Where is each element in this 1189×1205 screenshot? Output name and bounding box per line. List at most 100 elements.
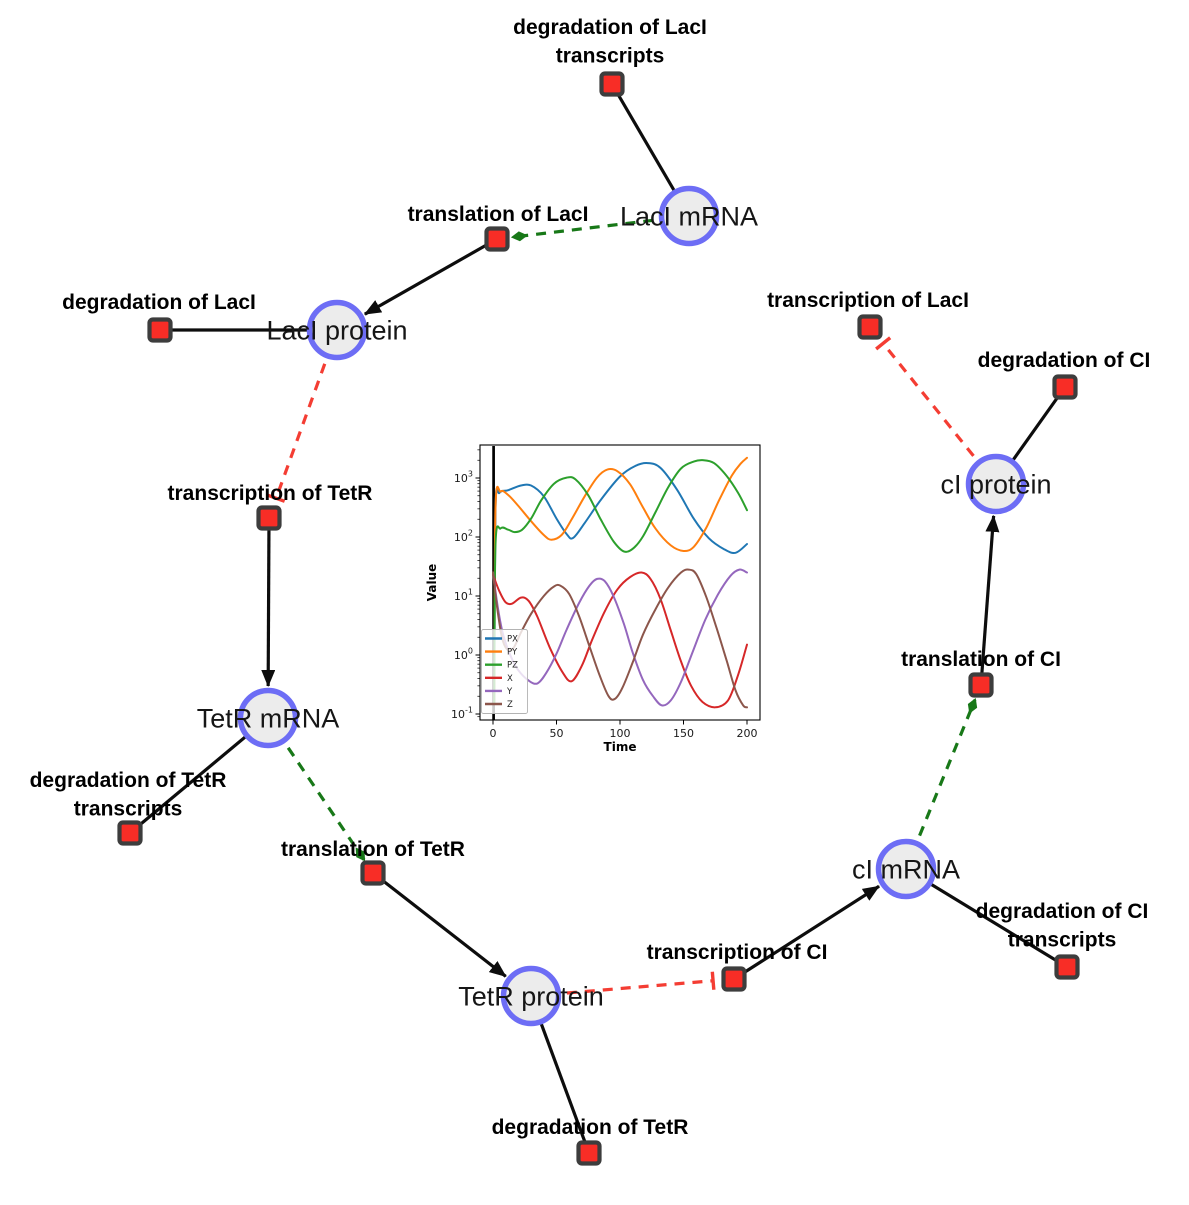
reaction-label-degradation-laci: degradation of LacI (62, 291, 256, 314)
y-tick-base: 10 (454, 590, 468, 603)
reaction-label-line: transcripts (74, 798, 183, 821)
y-tick-label: 101 (454, 588, 473, 604)
edge-laci-mrna-translation-laci-catalysis (510, 214, 690, 242)
reaction-node-transcription-ci[interactable] (721, 966, 747, 992)
legend-label-Z: Z (507, 700, 513, 710)
reaction-node-translation-tetr[interactable] (360, 860, 386, 886)
species-node-tetr-mrna[interactable] (237, 687, 299, 749)
edge-transcription-tetr-tetr-mrna-production (261, 517, 276, 688)
legend-label-Y: Y (506, 687, 513, 697)
reaction-node-translation-ci[interactable] (968, 672, 994, 698)
reaction-node-transcription-tetr[interactable] (256, 505, 282, 531)
edge-ci-protein-transcription-laci-inhibition (875, 336, 998, 486)
edge-transcription-ci-ci-mrna-production (733, 884, 880, 981)
reaction-label-transcription-tetr: transcription of TetR (168, 482, 373, 505)
edge-laci-protein-transcription-tetr-inhibition (267, 329, 339, 503)
reaction-label-line: translation of LacI (408, 203, 589, 226)
reaction-label-line: degradation of CI (976, 900, 1149, 923)
edge-translation-ci-ci-protein-production (979, 514, 1000, 686)
y-tick-base: 10 (454, 649, 468, 662)
reaction-label-line: transcripts (1008, 929, 1117, 952)
legend-box (481, 629, 528, 714)
species-label-laci-mrna: LacI mRNA (620, 202, 758, 232)
reaction-node-translation-laci[interactable] (484, 226, 510, 252)
y-tick-label: 100 (454, 647, 473, 663)
series-curve-PY (493, 456, 748, 705)
reaction-label-line: translation of TetR (281, 838, 465, 861)
y-tick-base: 10 (451, 708, 465, 721)
y-tick-exponent: 1 (468, 588, 473, 597)
legend-label-PZ: PZ (507, 661, 518, 671)
y-tick-exponent: 0 (468, 647, 473, 656)
legend-label-PY: PY (507, 648, 518, 658)
species-label-ci-protein: cI protein (940, 470, 1051, 500)
reaction-node-degradation-ci[interactable] (1052, 374, 1078, 400)
series-curve-PZ (493, 459, 748, 705)
reaction-node-degradation-tetr[interactable] (576, 1140, 602, 1166)
legend-label-X: X (507, 674, 513, 684)
x-axis-label: Time (604, 740, 637, 754)
species-node-tetr-protein[interactable] (500, 965, 562, 1027)
reaction-label-line: transcription of CI (647, 941, 828, 964)
nodes-layer (117, 71, 1080, 1166)
reaction-label-line: transcription of TetR (168, 482, 373, 505)
reaction-label-line: transcripts (556, 45, 665, 68)
species-label-tetr-protein: TetR protein (458, 982, 604, 1012)
reaction-label-line: degradation of LacI (513, 16, 707, 39)
y-tick-exponent: -1 (465, 706, 473, 715)
x-tick-label: 50 (550, 727, 564, 740)
reaction-label-translation-tetr: translation of TetR (281, 838, 465, 861)
reaction-label-translation-ci: translation of CI (901, 648, 1061, 671)
y-tick-exponent: 3 (468, 470, 473, 479)
reaction-label-degradation-tetr: degradation of TetR (492, 1116, 689, 1139)
x-tick-label: 200 (737, 727, 758, 740)
series-curve-X (492, 571, 748, 709)
reaction-node-degradation-laci-transcripts[interactable] (599, 71, 625, 97)
edge-translation-tetr-tetr-protein-production (372, 871, 507, 978)
reaction-label-degradation-ci: degradation of CI (978, 349, 1151, 372)
reaction-label-line: degradation of CI (978, 349, 1151, 372)
y-tick-label: 10-1 (451, 706, 473, 722)
edge-ci-mrna-translation-ci-catalysis (904, 697, 978, 870)
y-tick-base: 10 (454, 531, 468, 544)
species-node-ci-protein[interactable] (965, 453, 1027, 515)
x-tick-label: 0 (490, 727, 497, 740)
species-label-tetr-mrna: TetR mRNA (197, 704, 340, 734)
y-tick-base: 10 (454, 472, 468, 485)
reaction-label-degradation-tetr-transcripts: degradation of TetR transcripts (30, 769, 227, 821)
reaction-label-line: degradation of TetR (30, 769, 227, 792)
labels-layer: LacI mRNA LacI protein TetR mRNA TetR prote… (30, 16, 1151, 1139)
y-tick-exponent: 2 (468, 529, 473, 538)
y-axis-label: Value (425, 564, 439, 602)
edge-tetr-protein-transcription-ci-inhibition (530, 971, 716, 998)
reaction-node-degradation-ci-transcripts[interactable] (1054, 954, 1080, 980)
reaction-node-degradation-laci[interactable] (147, 317, 173, 343)
reaction-label-transcription-laci: transcription of LacI (767, 289, 969, 312)
legend-label-PX: PX (507, 635, 518, 645)
reaction-label-line: degradation of TetR (492, 1116, 689, 1139)
reaction-label-line: degradation of LacI (62, 291, 256, 314)
reaction-label-line: translation of CI (901, 648, 1061, 671)
edge-ci-mrna-degradation-ci-transcripts-consumption (905, 867, 1068, 969)
reaction-node-transcription-laci[interactable] (857, 314, 883, 340)
species-node-laci-protein[interactable] (306, 299, 368, 361)
species-label-ci-mrna: cI mRNA (852, 855, 960, 885)
x-tick-label: 150 (673, 727, 694, 740)
reaction-node-degradation-tetr-transcripts[interactable] (117, 820, 143, 846)
y-tick-label: 102 (454, 529, 473, 545)
reaction-label-degradation-ci-transcripts: degradation of CI transcripts (976, 900, 1149, 952)
species-label-laci-protein: LacI protein (266, 316, 407, 346)
reaction-label-line: transcription of LacI (767, 289, 969, 312)
edge-translation-laci-laci-protein-production (363, 237, 498, 316)
x-tick-label: 100 (610, 727, 631, 740)
reaction-label-degradation-laci-transcripts: degradation of LacI transcripts (513, 16, 707, 68)
series-curve-PX (493, 462, 748, 705)
y-tick-label: 103 (454, 470, 473, 486)
edges-layer (128, 83, 1068, 1154)
species-node-laci-mrna[interactable] (658, 185, 720, 247)
reaction-label-transcription-ci: transcription of CI (647, 941, 828, 964)
species-node-ci-mrna[interactable] (875, 838, 937, 900)
